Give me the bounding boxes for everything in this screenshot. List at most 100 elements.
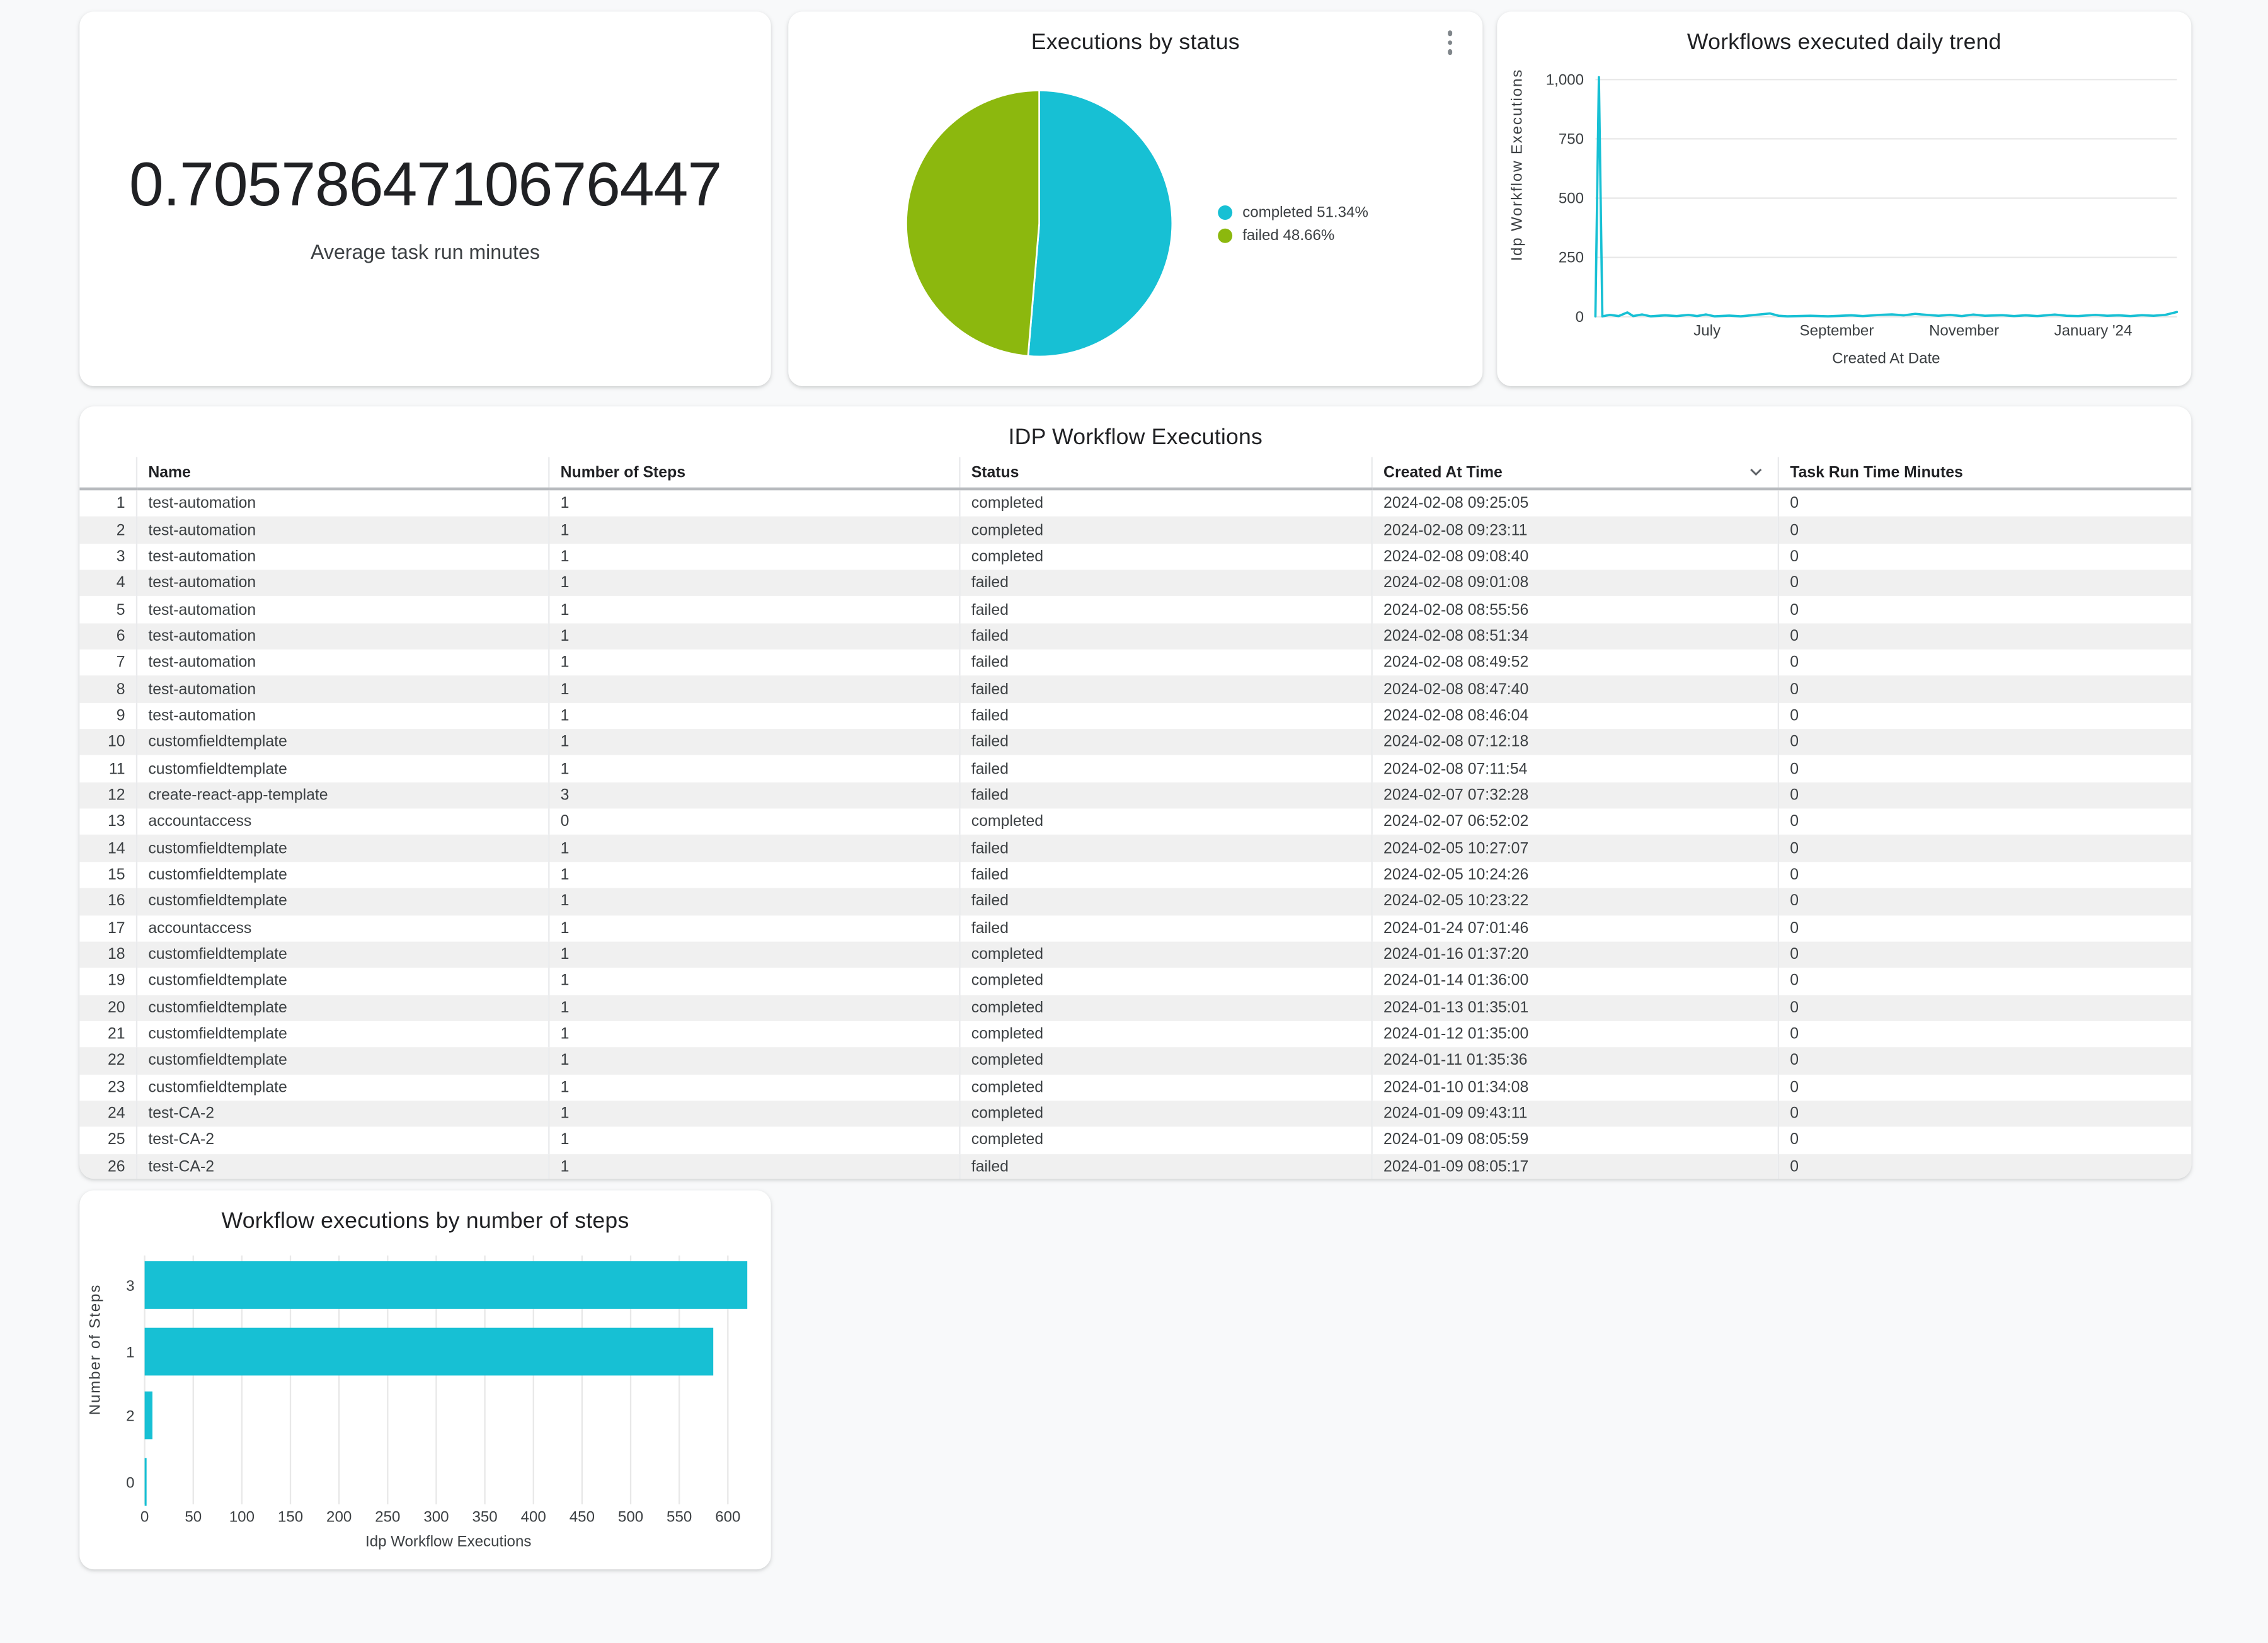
row-index: 3 [116, 547, 125, 566]
row-index: 11 [108, 760, 125, 778]
table-row: 23 customfieldtemplate 1 completed 2024-01-1… [79, 1073, 2192, 1101]
table-row: 10 customfieldtemplate 1 failed 2024-02-08 0… [79, 729, 2192, 756]
cell-task-run-time-minutes: 0 [1777, 915, 2192, 942]
svg-text:600: 600 [715, 1508, 740, 1525]
workflow-executions-table: Name Number of Steps Status Created At Time… [79, 457, 2192, 1179]
cell-task-run-time-minutes: 0 [1777, 702, 2192, 730]
scorecard-average-task-run-minutes: 0.7057864710676447 Average task run minu… [79, 11, 771, 387]
row-index: 22 [108, 1052, 125, 1070]
cell-name: customfieldtemplate [135, 729, 549, 756]
svg-text:250: 250 [375, 1508, 400, 1525]
cell-name: customfieldtemplate [135, 861, 549, 889]
bar-steps-1 [144, 1327, 714, 1376]
svg-text:250: 250 [1559, 249, 1584, 266]
cell-number-of-steps: 1 [547, 489, 959, 517]
cell-name: test-automation [135, 517, 549, 544]
svg-text:0: 0 [126, 1474, 134, 1491]
svg-text:Number of Steps: Number of Steps [86, 1284, 103, 1415]
row-index: 2 [116, 521, 125, 539]
legend-label-completed: completed 51.34% [1242, 203, 1368, 222]
legend-dot-completed-icon [1218, 205, 1233, 220]
cell-created-at-time: 2024-02-08 07:12:18 [1370, 729, 1778, 756]
cell-number-of-steps: 1 [547, 676, 959, 703]
column-header-status[interactable]: Status [958, 457, 1372, 491]
cell-task-run-time-minutes: 0 [1777, 1127, 2192, 1154]
table-row: 18 customfieldtemplate 1 completed 2024-01-1… [79, 941, 2192, 968]
table-header-row: Name Number of Steps Status Created At Time… [79, 457, 2192, 491]
cell-created-at-time: 2024-01-11 01:35:36 [1370, 1047, 1778, 1074]
table-row: 20 customfieldtemplate 1 completed 2024-01-1… [79, 994, 2192, 1021]
scorecard-label: Average task run minutes [311, 240, 540, 263]
cell-status: failed [958, 702, 1372, 730]
row-index: 16 [108, 893, 125, 910]
column-header-number-of-steps[interactable]: Number of Steps [547, 457, 959, 491]
cell-status: failed [958, 622, 1372, 650]
line-chart: 0 250 500 750 1,000 July September November Janu… [1508, 69, 2179, 367]
cell-created-at-time: 2024-02-08 08:46:04 [1370, 702, 1778, 730]
cell-created-at-time: 2024-02-08 09:25:05 [1370, 489, 1778, 517]
cell-created-at-time: 2024-02-07 07:32:28 [1370, 782, 1778, 809]
cell-status: completed [958, 994, 1372, 1021]
cell-created-at-time: 2024-02-08 09:08:40 [1370, 543, 1778, 570]
cell-status: failed [958, 755, 1372, 782]
cell-task-run-time-minutes: 0 [1777, 808, 2192, 835]
cell-number-of-steps: 1 [547, 994, 959, 1021]
svg-text:50: 50 [185, 1508, 202, 1525]
column-header-name[interactable]: Name [135, 457, 549, 491]
cell-created-at-time: 2024-01-09 08:05:59 [1370, 1127, 1778, 1154]
svg-text:200: 200 [326, 1508, 352, 1525]
table-row: 25 test-CA-2 1 completed 2024-01-09 08:05:59… [79, 1127, 2192, 1154]
svg-text:Idp Workflow Executions: Idp Workflow Executions [365, 1533, 531, 1550]
cell-status: completed [958, 1127, 1372, 1154]
row-index: 6 [116, 627, 125, 645]
cell-number-of-steps: 1 [547, 622, 959, 650]
svg-text:2: 2 [126, 1408, 134, 1425]
cell-task-run-time-minutes: 0 [1777, 489, 2192, 517]
svg-text:0: 0 [1576, 309, 1584, 326]
cell-task-run-time-minutes: 0 [1777, 1073, 2192, 1101]
cell-task-run-time-minutes: 0 [1777, 1154, 2192, 1179]
svg-text:0: 0 [140, 1508, 149, 1525]
row-index: 20 [108, 999, 125, 1017]
cell-status: completed [958, 1073, 1372, 1101]
cell-status: failed [958, 729, 1372, 756]
cell-name: customfieldtemplate [135, 941, 549, 968]
row-index: 9 [116, 707, 125, 725]
svg-text:150: 150 [278, 1508, 303, 1525]
row-index: 4 [116, 574, 125, 592]
cell-number-of-steps: 1 [547, 1100, 959, 1128]
cell-name: test-automation [135, 676, 549, 703]
legend-label-failed: failed 48.66% [1242, 227, 1335, 245]
cell-status: completed [958, 1100, 1372, 1128]
cell-task-run-time-minutes: 0 [1777, 968, 2192, 995]
cell-number-of-steps: 0 [547, 808, 959, 835]
cell-number-of-steps: 1 [547, 755, 959, 782]
cell-status: failed [958, 1154, 1372, 1179]
svg-text:November: November [1929, 323, 1999, 340]
row-index: 26 [108, 1158, 125, 1176]
cell-name: accountaccess [135, 808, 549, 835]
table-row: 11 customfieldtemplate 1 failed 2024-02-08 0… [79, 755, 2192, 782]
cell-created-at-time: 2024-02-08 08:55:56 [1370, 596, 1778, 623]
column-header-task-run-time-minutes[interactable]: Task Run Time Minutes [1777, 457, 2192, 491]
cell-name: customfieldtemplate [135, 1021, 549, 1048]
cell-task-run-time-minutes: 0 [1777, 650, 2192, 677]
table-row: 15 customfieldtemplate 1 failed 2024-02-05 1… [79, 861, 2192, 889]
column-header-created-at-time[interactable]: Created At Time [1370, 457, 1778, 491]
cell-status: completed [958, 543, 1372, 570]
kebab-menu-icon[interactable] [1444, 28, 1455, 57]
cell-number-of-steps: 1 [547, 968, 959, 995]
row-index: 23 [108, 1079, 125, 1096]
cell-number-of-steps: 1 [547, 941, 959, 968]
table-row: 22 customfieldtemplate 1 completed 2024-01-1… [79, 1047, 2192, 1074]
cell-number-of-steps: 1 [547, 861, 959, 889]
cell-created-at-time: 2024-02-08 08:49:52 [1370, 650, 1778, 677]
cell-name: test-CA-2 [135, 1100, 549, 1128]
cell-status: completed [958, 808, 1372, 835]
cell-task-run-time-minutes: 0 [1777, 676, 2192, 703]
cell-name: test-automation [135, 489, 549, 517]
line-chart-title: Workflows executed daily trend [1687, 30, 2002, 55]
trend-line [1594, 76, 2179, 318]
sort-desc-chevron-icon [1750, 468, 1761, 476]
